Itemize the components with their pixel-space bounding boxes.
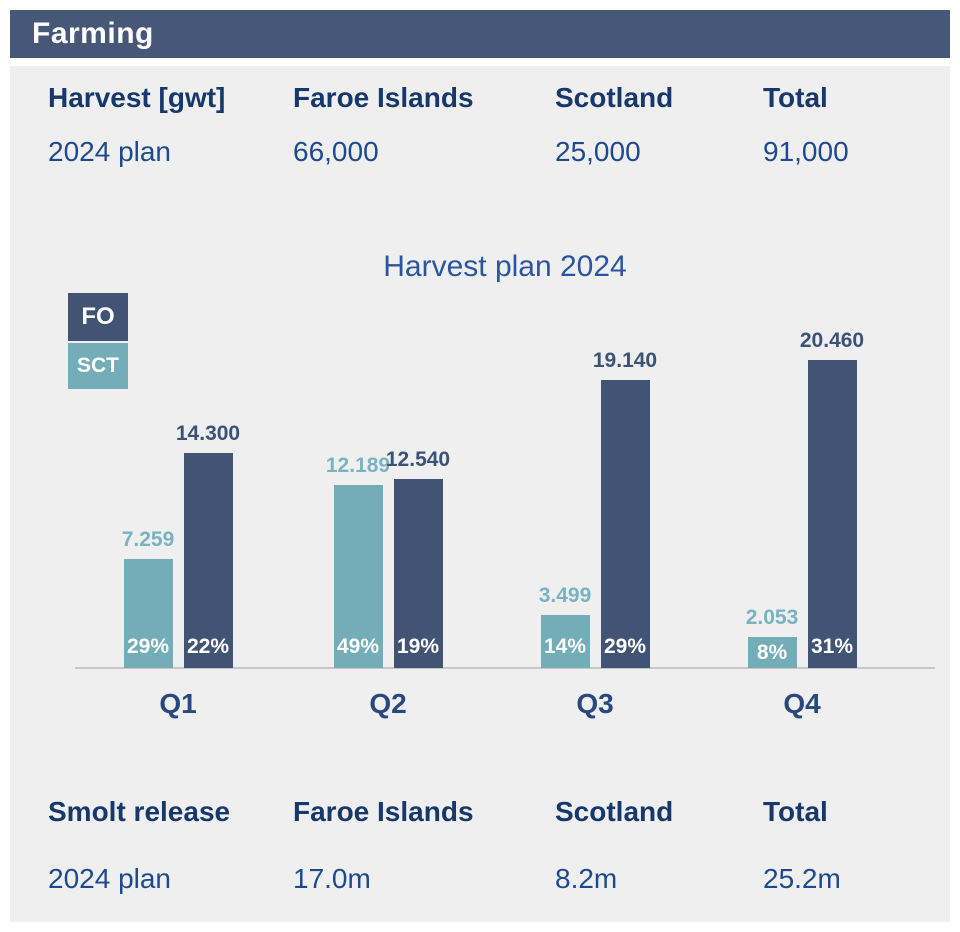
bar-sct-q3	[540, 615, 590, 668]
harvest-table-header: Faroe Islands	[293, 82, 474, 113]
smolt-table-row: 2024 plan 17.0m 8.2m 25.2m	[10, 863, 950, 903]
harvest-row-label: 2024 plan	[48, 136, 172, 167]
bar-share-label-fo-q4: 31%	[810, 635, 854, 658]
section-header-band: Farming	[10, 10, 950, 58]
bar-share-label-fo-q3: 29%	[603, 635, 647, 658]
bar-sct-q2	[333, 485, 383, 668]
content-panel: Harvest [gwt] Faroe Islands Scotland Tot…	[10, 66, 950, 922]
smolt-table-header: Scotland	[555, 796, 674, 827]
bar-fo-q2	[393, 479, 443, 668]
smolt-table-header: Total	[763, 796, 828, 827]
section-title: Farming	[32, 17, 154, 50]
legend-swatch-sct: SCT	[68, 343, 128, 389]
bar-value-label-sct-q4: 2.053	[745, 606, 799, 629]
bar-fo-q1	[183, 453, 233, 668]
bar-share-label-sct-q2: 49%	[336, 635, 380, 658]
chart-plot: 7.259 29% 14.300 22% Q1 12.189 49% 12.540 19% Q2 3…	[10, 66, 950, 922]
legend-swatch-fo: FO	[68, 293, 128, 341]
bar-value-label-fo-q1: 14.300	[175, 422, 241, 445]
bar-share-label-fo-q1: 22%	[186, 635, 230, 658]
harvest-table-header: Total	[763, 82, 828, 113]
bar-sct-q1	[123, 559, 173, 668]
bar-share-label-sct-q3: 14%	[543, 635, 587, 658]
bar-share-label-sct-q4: 8%	[756, 641, 788, 664]
bar-fo-q4	[807, 360, 857, 668]
bar-fo-q3	[600, 380, 650, 668]
smolt-scotland-value: 8.2m	[555, 863, 618, 894]
bar-value-label-fo-q4: 20.460	[799, 329, 865, 352]
bar-value-label-sct-q1: 7.259	[121, 528, 175, 551]
smolt-table-header: Smolt release	[48, 796, 231, 827]
category-label-q3: Q3	[576, 688, 614, 719]
category-label-q1: Q1	[159, 688, 197, 719]
smolt-table-header: Faroe Islands	[293, 796, 474, 827]
harvest-table-header: Harvest [gwt]	[48, 82, 226, 113]
harvest-table-header: Scotland	[555, 82, 674, 113]
bar-value-label-sct-q2: 12.189	[325, 454, 391, 477]
harvest-scotland-value: 25,000	[555, 136, 641, 167]
chart-title: Harvest plan 2024	[383, 250, 627, 283]
bar-value-label-fo-q2: 12.540	[385, 448, 451, 471]
smolt-row-label: 2024 plan	[48, 863, 172, 894]
bar-share-label-fo-q2: 19%	[396, 635, 440, 658]
bar-share-label-sct-q1: 29%	[126, 635, 170, 658]
harvest-table-header-row: Harvest [gwt] Faroe Islands Scotland Tot…	[10, 82, 950, 122]
smolt-table-header-row: Smolt release Faroe Islands Scotland Tot…	[10, 796, 950, 836]
smolt-faroe-value: 17.0m	[293, 863, 371, 894]
harvest-table-row: 2024 plan 66,000 25,000 91,000	[10, 136, 950, 176]
x-axis-line	[75, 667, 935, 669]
harvest-total-value: 91,000	[763, 136, 849, 167]
category-label-q2: Q2	[369, 688, 407, 719]
bar-value-label-fo-q3: 19.140	[592, 349, 658, 372]
smolt-total-value: 25.2m	[763, 863, 841, 894]
bar-sct-q4	[747, 637, 797, 668]
harvest-faroe-value: 66,000	[293, 136, 379, 167]
bar-value-label-sct-q3: 3.499	[538, 584, 592, 607]
chart-legend: FO SCT	[68, 293, 128, 391]
category-label-q4: Q4	[783, 688, 821, 719]
